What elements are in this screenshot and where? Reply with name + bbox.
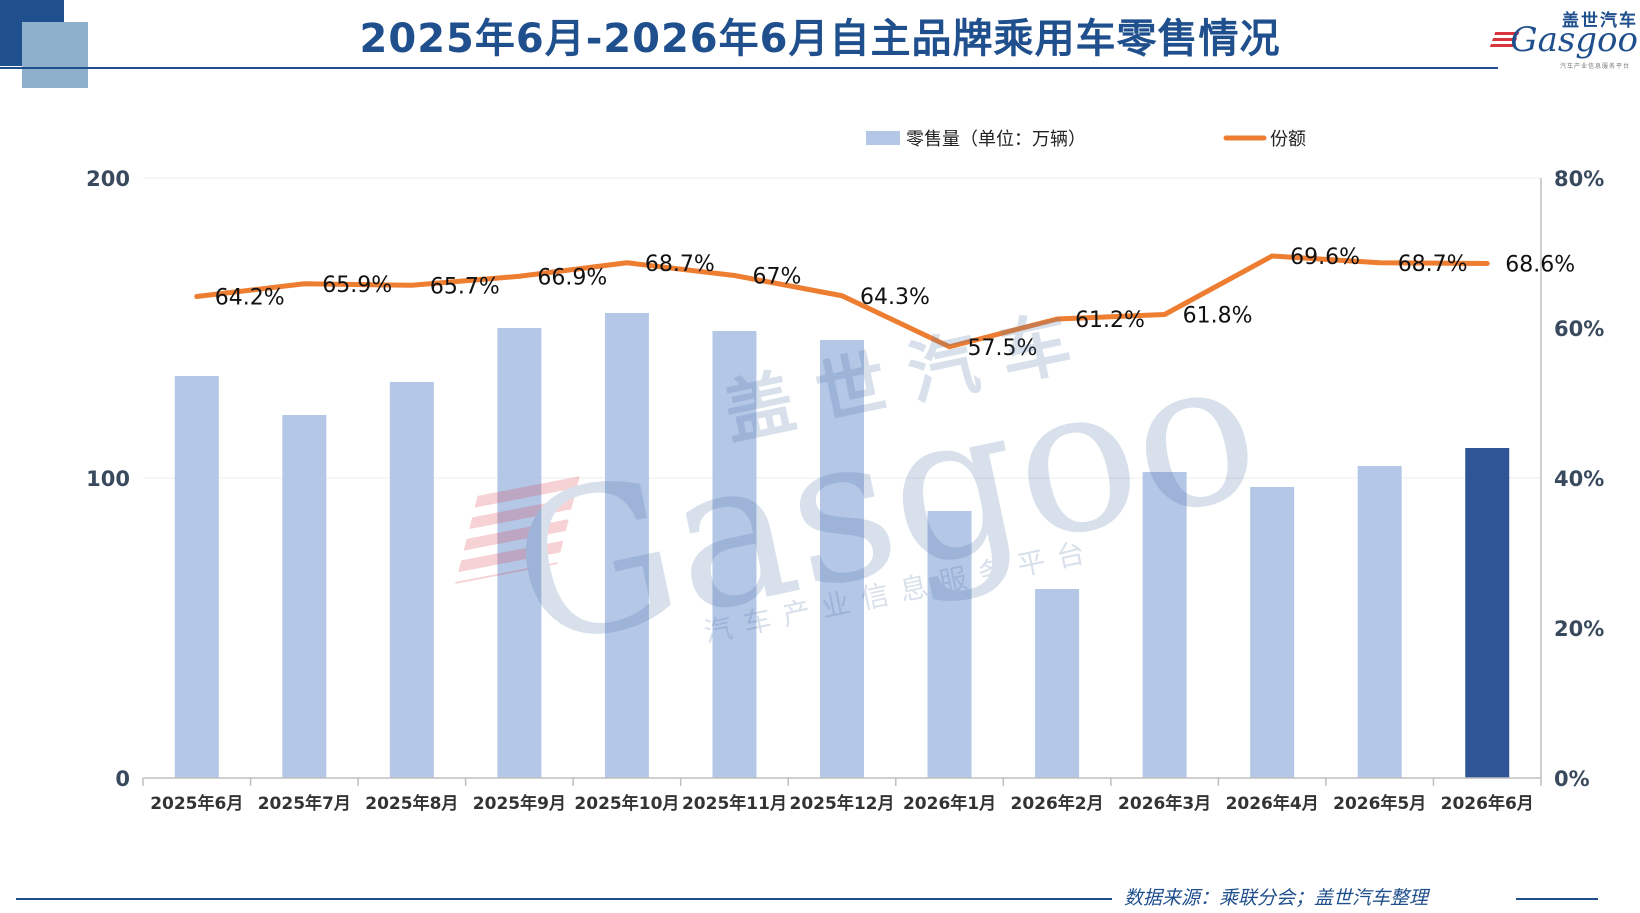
y-right-tick-label: 40% (1554, 467, 1604, 491)
x-tick-label: 2026年2月 (1010, 793, 1103, 814)
y-right-tick-label: 80% (1554, 167, 1604, 191)
x-tick-label: 2026年5月 (1333, 793, 1426, 814)
bar (712, 331, 757, 778)
bar (389, 382, 434, 778)
share-data-label: 67% (752, 265, 801, 290)
x-tick-label: 2025年7月 (258, 793, 351, 814)
legend-bar-swatch (866, 131, 900, 145)
corner-block-light (22, 22, 88, 88)
footer-rule-left (16, 898, 1112, 900)
bar (282, 415, 327, 778)
title-rule (0, 67, 1498, 69)
share-data-label: 61.8% (1183, 304, 1253, 329)
axis-layer: 0 100 200 0% 20% 40% 60% 80% 2025年6月 2025年7月 2025年… (86, 167, 1604, 814)
bar (927, 511, 972, 778)
x-tick-label: 2025年12月 (790, 793, 895, 814)
bar (497, 328, 542, 778)
bar (1465, 448, 1510, 778)
footer-rule-right (1516, 898, 1598, 900)
x-tick-label: 2026年6月 (1441, 793, 1534, 814)
share-data-label: 64.3% (860, 285, 930, 310)
bar (1142, 472, 1187, 778)
bar (1357, 466, 1402, 778)
share-data-label: 68.7% (645, 252, 715, 277)
line-layer (194, 253, 1490, 350)
share-line (194, 253, 1490, 350)
x-tick-label: 2025年9月 (473, 793, 566, 814)
x-tick-label: 2025年11月 (682, 793, 787, 814)
share-data-label: 64.2% (215, 286, 285, 311)
share-data-label: 61.2% (1075, 308, 1145, 333)
share-data-label: 66.9% (537, 265, 607, 290)
legend: 零售量（单位：万辆） 份额 (866, 129, 1306, 150)
bar (174, 376, 219, 778)
x-tick-label: 2026年4月 (1226, 793, 1319, 814)
logo-en: Gasgoo (1510, 20, 1638, 60)
bar (820, 340, 864, 778)
logo-cn: 盖世汽车 (1562, 11, 1638, 31)
y-right-tick-label: 60% (1554, 317, 1604, 341)
x-tick-label: 2026年1月 (903, 793, 996, 814)
share-data-label: 69.6% (1290, 245, 1360, 270)
y-left-tick-label: 100 (86, 467, 130, 491)
bar (604, 313, 649, 778)
x-tick-label: 2025年8月 (365, 793, 458, 814)
x-tick-label: 2026年3月 (1118, 793, 1211, 814)
label-layer: 64.2% 65.9% 65.7% 66.9% 68.7% 67% 64.3% 57.5% 61… (215, 245, 1575, 361)
share-data-label: 68.6% (1505, 253, 1575, 278)
y-left-tick-label: 0 (115, 767, 130, 791)
bar-layer (174, 313, 1510, 778)
y-right-tick-label: 0% (1554, 767, 1590, 791)
share-data-label: 65.7% (430, 274, 500, 299)
y-left-tick-label: 200 (86, 167, 130, 191)
bar (1250, 487, 1295, 778)
share-data-label: 68.7% (1398, 252, 1468, 277)
page-title: 2025年6月-2026年6月自主品牌乘用车零售情况 (359, 16, 1281, 62)
bar (1035, 589, 1080, 778)
logo-sub: 汽车产业信息服务平台 (1559, 63, 1630, 70)
y-right-tick-label: 20% (1554, 617, 1604, 641)
source-note: 数据来源：乘联分会；盖世汽车整理 (1124, 887, 1429, 909)
share-data-label: 57.5% (968, 336, 1038, 361)
legend-line-label: 份额 (1270, 129, 1306, 150)
legend-bar-label: 零售量（单位：万辆） (906, 129, 1086, 150)
x-tick-label: 2025年6月 (150, 793, 243, 814)
share-data-label: 65.9% (322, 273, 392, 298)
x-tick-label: 2025年10月 (574, 793, 679, 814)
gasgoo-logo: 盖世汽车 Gasgoo 汽车产业信息服务平台 (1488, 6, 1638, 70)
